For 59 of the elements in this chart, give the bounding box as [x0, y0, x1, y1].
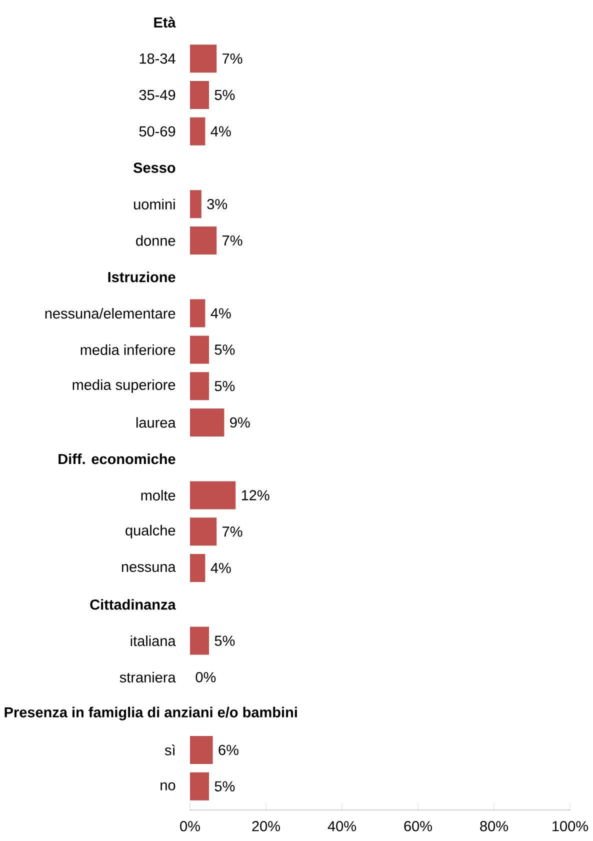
y-tick-label: laurea: [136, 417, 176, 428]
bar: [190, 626, 209, 655]
y-tick-label: straniera: [120, 672, 176, 683]
y-tick-label: 18-34: [140, 53, 176, 64]
data-label: 3%: [206, 199, 227, 210]
y-tick-label: Presenza in famiglia di anziani e/o bambini: [4, 706, 297, 720]
data-label: 5%: [214, 380, 234, 392]
y-tick-label: Cittadinanza: [90, 599, 176, 610]
bar: [190, 117, 206, 146]
data-label: 7%: [222, 526, 242, 537]
x-tick-label: 100%: [552, 821, 588, 832]
bar: [190, 372, 209, 400]
x-tick-label: 40%: [328, 821, 356, 832]
x-tick-label: 80%: [480, 821, 508, 832]
y-tick-label: sì: [164, 744, 175, 756]
data-label: 5%: [214, 636, 234, 646]
data-label: 4%: [210, 308, 231, 318]
bar: [190, 226, 216, 255]
data-label: 5%: [214, 781, 234, 792]
y-tick-label: italiana: [130, 635, 176, 646]
data-label: 7%: [222, 54, 242, 64]
x-tick-label: 60%: [404, 821, 432, 832]
y-tick-label: 35-49: [139, 90, 175, 100]
data-label: 9%: [230, 417, 250, 428]
bar: [190, 772, 209, 800]
y-tick-label: molte: [141, 490, 175, 501]
bar: [190, 518, 216, 546]
bar: [190, 80, 209, 109]
y-tick-label: Età: [154, 16, 176, 28]
y-tick-label: Sesso: [133, 162, 176, 173]
bar: [190, 44, 216, 73]
bar: [190, 408, 224, 436]
data-label: 6%: [218, 744, 238, 756]
y-tick-label: 50-69: [139, 126, 175, 136]
y-tick-label: nessuna: [122, 564, 176, 572]
data-label: 4%: [210, 562, 231, 574]
bar: [190, 736, 213, 764]
y-tick-label: Istruzione: [108, 272, 176, 282]
bar: [190, 190, 202, 218]
data-label: 5%: [214, 90, 234, 100]
data-label: 5%: [214, 344, 234, 355]
data-label: 12%: [242, 490, 270, 500]
bar: [190, 336, 209, 364]
y-tick-label: uomini: [134, 198, 175, 210]
data-label: 4%: [210, 126, 231, 136]
x-tick-label: 20%: [252, 821, 280, 832]
y-tick-label: media superiore: [72, 379, 175, 393]
y-tick-label: qualche: [125, 524, 175, 538]
y-tick-label: media inferiore: [80, 344, 175, 356]
y-tick-label: no: [160, 782, 176, 790]
bar: [190, 299, 206, 328]
bar: [190, 481, 236, 510]
data-label: 7%: [222, 235, 242, 246]
y-tick-label: Diff. economiche: [58, 454, 176, 464]
y-tick-label: donne: [136, 235, 175, 246]
data-label: 0%: [196, 672, 216, 682]
y-tick-label: nessuna/elementare: [45, 308, 175, 319]
bar: [190, 554, 206, 582]
x-tick-label: 0%: [180, 821, 200, 832]
